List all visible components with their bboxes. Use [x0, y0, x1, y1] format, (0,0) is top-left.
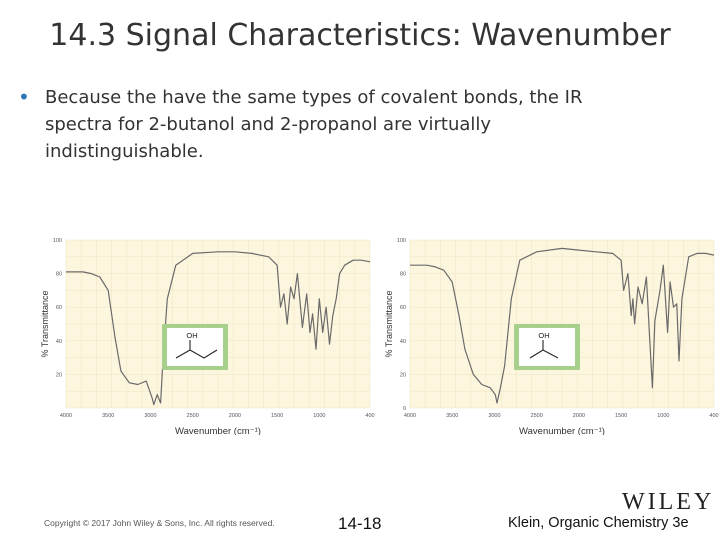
- y-tick-label: 20: [400, 372, 406, 378]
- y-tick-label: 60: [56, 305, 62, 311]
- x-axis-label: Wavenumber (cm⁻¹): [175, 426, 261, 435]
- molecule-label: OH: [186, 331, 197, 340]
- page-number: 14-18: [338, 514, 382, 533]
- x-tick-label: 3000: [488, 413, 500, 419]
- x-tick-label: 4000: [60, 413, 72, 419]
- x-tick-label: 3500: [446, 413, 458, 419]
- ir-spectrum-2-propanol: 100 80 60 40 20 0 4000 3500 3000 2500 2000 1500 1000…: [380, 230, 720, 435]
- y-axis-label: % Transmittance: [384, 290, 394, 357]
- slide-title: 14.3 Signal Characteristics: Wavenumber: [49, 18, 671, 53]
- x-tick-label: 2500: [531, 413, 543, 419]
- x-tick-label: 400: [365, 413, 374, 419]
- bullet-marker: •: [18, 85, 30, 109]
- wiley-logo: WILEY: [622, 489, 715, 515]
- molecule-structure: OH: [162, 324, 228, 370]
- molecule-structure: OH: [514, 324, 580, 370]
- y-tick-label: 40: [400, 339, 406, 345]
- y-tick-label: 100: [53, 238, 62, 244]
- spectrum-svg: 100 80 60 40 20 4000 3500 3000 2500 2000 1500 1000 4…: [40, 238, 375, 435]
- book-credit: Klein, Organic Chemistry 3e: [508, 515, 689, 531]
- grid: [65, 239, 371, 409]
- grid: [409, 239, 715, 409]
- ir-spectrum-2-butanol: 100 80 60 40 20 4000 3500 3000 2500 2000 1500 1000 4…: [36, 230, 376, 435]
- y-tick-label: 40: [56, 339, 62, 345]
- x-tick-label: 2500: [187, 413, 199, 419]
- y-tick-label: 100: [397, 238, 406, 244]
- x-tick-label: 1500: [271, 413, 283, 419]
- y-tick-label: 60: [400, 305, 406, 311]
- y-tick-label: 20: [56, 372, 62, 378]
- spectrum-line: [66, 251, 371, 406]
- x-axis-label: Wavenumber (cm⁻¹): [519, 426, 605, 435]
- bullet-text: Because the have the same types of coval…: [45, 87, 583, 162]
- x-tick-label: 3000: [144, 413, 156, 419]
- x-tick-label: 1000: [313, 413, 325, 419]
- x-tick-label: 2000: [229, 413, 241, 419]
- molecule-label: OH: [538, 331, 549, 340]
- spectrum-line: [410, 247, 715, 404]
- x-tick-label: 3500: [102, 413, 114, 419]
- y-tick-label: 80: [400, 272, 406, 278]
- x-tick-label: 2000: [573, 413, 585, 419]
- y-tick-label: 80: [56, 272, 62, 278]
- x-tick-label: 1000: [657, 413, 669, 419]
- y-tick-label: 0: [403, 406, 406, 412]
- x-tick-label: 4000: [404, 413, 416, 419]
- x-tick-label: 1500: [615, 413, 627, 419]
- x-tick-label: 400: [709, 413, 718, 419]
- copyright-notice: Copyright © 2017 John Wiley & Sons, Inc.…: [44, 518, 275, 528]
- y-axis-label: % Transmittance: [40, 290, 50, 357]
